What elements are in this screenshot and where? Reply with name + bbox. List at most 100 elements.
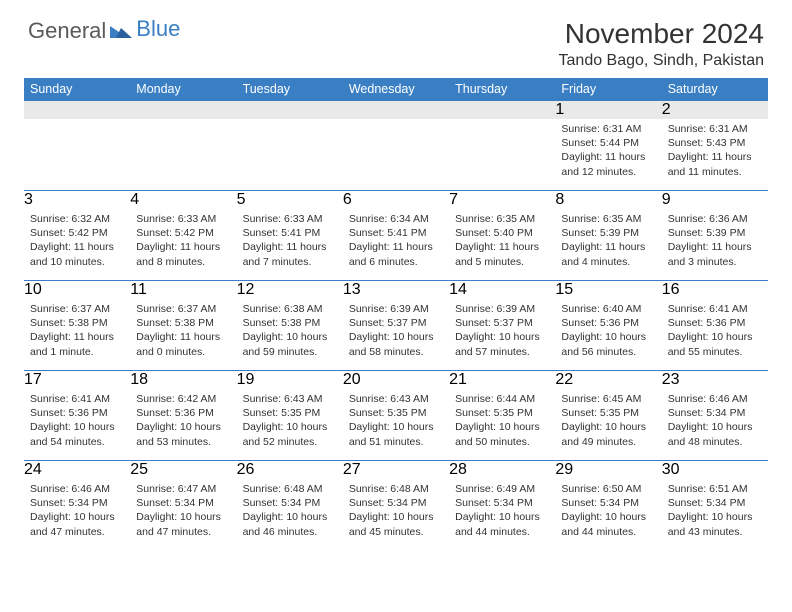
day-details: Sunrise: 6:40 AMSunset: 5:36 PMDaylight:… (555, 299, 661, 361)
weekday-header: Saturday (662, 78, 768, 101)
calendar-cell: 13Sunrise: 6:39 AMSunset: 5:37 PMDayligh… (343, 281, 449, 371)
day-details: Sunrise: 6:51 AMSunset: 5:34 PMDaylight:… (662, 479, 768, 541)
day-details: Sunrise: 6:42 AMSunset: 5:36 PMDaylight:… (130, 389, 236, 451)
day-number: 27 (343, 461, 449, 479)
calendar-cell (24, 101, 130, 191)
calendar-cell: 20Sunrise: 6:43 AMSunset: 5:35 PMDayligh… (343, 371, 449, 461)
calendar-cell: 12Sunrise: 6:38 AMSunset: 5:38 PMDayligh… (237, 281, 343, 371)
day-number: 11 (130, 281, 236, 299)
day-details: Sunrise: 6:35 AMSunset: 5:39 PMDaylight:… (555, 209, 661, 271)
weekday-header: Sunday (24, 78, 130, 101)
calendar-cell: 15Sunrise: 6:40 AMSunset: 5:36 PMDayligh… (555, 281, 661, 371)
calendar-cell: 4Sunrise: 6:33 AMSunset: 5:42 PMDaylight… (130, 191, 236, 281)
day-number-empty (237, 101, 343, 119)
calendar-cell: 14Sunrise: 6:39 AMSunset: 5:37 PMDayligh… (449, 281, 555, 371)
day-details: Sunrise: 6:46 AMSunset: 5:34 PMDaylight:… (662, 389, 768, 451)
day-details: Sunrise: 6:34 AMSunset: 5:41 PMDaylight:… (343, 209, 449, 271)
calendar-body: 1Sunrise: 6:31 AMSunset: 5:44 PMDaylight… (24, 101, 768, 551)
day-details: Sunrise: 6:31 AMSunset: 5:44 PMDaylight:… (555, 119, 661, 181)
weekday-header-row: Sunday Monday Tuesday Wednesday Thursday… (24, 78, 768, 101)
day-details: Sunrise: 6:33 AMSunset: 5:42 PMDaylight:… (130, 209, 236, 271)
day-number: 24 (24, 461, 130, 479)
day-details: Sunrise: 6:46 AMSunset: 5:34 PMDaylight:… (24, 479, 130, 541)
calendar-week-row: 10Sunrise: 6:37 AMSunset: 5:38 PMDayligh… (24, 281, 768, 371)
calendar-cell: 5Sunrise: 6:33 AMSunset: 5:41 PMDaylight… (237, 191, 343, 281)
day-details: Sunrise: 6:47 AMSunset: 5:34 PMDaylight:… (130, 479, 236, 541)
day-number: 29 (555, 461, 661, 479)
day-number-empty (130, 101, 236, 119)
location-text: Tando Bago, Sindh, Pakistan (559, 52, 764, 70)
logo-triangle-icon (110, 18, 132, 44)
weekday-header: Monday (130, 78, 236, 101)
calendar-cell: 7Sunrise: 6:35 AMSunset: 5:40 PMDaylight… (449, 191, 555, 281)
calendar-cell: 21Sunrise: 6:44 AMSunset: 5:35 PMDayligh… (449, 371, 555, 461)
day-details: Sunrise: 6:49 AMSunset: 5:34 PMDaylight:… (449, 479, 555, 541)
day-number: 9 (662, 191, 768, 209)
day-details: Sunrise: 6:44 AMSunset: 5:35 PMDaylight:… (449, 389, 555, 451)
day-details: Sunrise: 6:48 AMSunset: 5:34 PMDaylight:… (343, 479, 449, 541)
day-details: Sunrise: 6:43 AMSunset: 5:35 PMDaylight:… (343, 389, 449, 451)
day-details: Sunrise: 6:50 AMSunset: 5:34 PMDaylight:… (555, 479, 661, 541)
day-number: 8 (555, 191, 661, 209)
day-number: 15 (555, 281, 661, 299)
calendar-cell: 10Sunrise: 6:37 AMSunset: 5:38 PMDayligh… (24, 281, 130, 371)
month-title: November 2024 (559, 18, 764, 50)
calendar-cell: 1Sunrise: 6:31 AMSunset: 5:44 PMDaylight… (555, 101, 661, 191)
calendar-cell (343, 101, 449, 191)
calendar-cell: 29Sunrise: 6:50 AMSunset: 5:34 PMDayligh… (555, 461, 661, 551)
day-details: Sunrise: 6:39 AMSunset: 5:37 PMDaylight:… (449, 299, 555, 361)
calendar-cell: 19Sunrise: 6:43 AMSunset: 5:35 PMDayligh… (237, 371, 343, 461)
day-number: 30 (662, 461, 768, 479)
day-details: Sunrise: 6:38 AMSunset: 5:38 PMDaylight:… (237, 299, 343, 361)
day-details: Sunrise: 6:45 AMSunset: 5:35 PMDaylight:… (555, 389, 661, 451)
day-number: 10 (24, 281, 130, 299)
day-number: 12 (237, 281, 343, 299)
day-details: Sunrise: 6:36 AMSunset: 5:39 PMDaylight:… (662, 209, 768, 271)
day-details: Sunrise: 6:41 AMSunset: 5:36 PMDaylight:… (662, 299, 768, 361)
day-number: 5 (237, 191, 343, 209)
day-number: 2 (662, 101, 768, 119)
calendar-week-row: 3Sunrise: 6:32 AMSunset: 5:42 PMDaylight… (24, 191, 768, 281)
calendar-cell: 27Sunrise: 6:48 AMSunset: 5:34 PMDayligh… (343, 461, 449, 551)
day-number: 25 (130, 461, 236, 479)
calendar-cell: 23Sunrise: 6:46 AMSunset: 5:34 PMDayligh… (662, 371, 768, 461)
brand-logo: General Blue (28, 18, 180, 44)
day-number: 19 (237, 371, 343, 389)
day-number: 21 (449, 371, 555, 389)
day-number-empty (24, 101, 130, 119)
calendar-page: General Blue November 2024 Tando Bago, S… (0, 0, 792, 551)
day-details: Sunrise: 6:35 AMSunset: 5:40 PMDaylight:… (449, 209, 555, 271)
calendar-cell: 30Sunrise: 6:51 AMSunset: 5:34 PMDayligh… (662, 461, 768, 551)
day-details: Sunrise: 6:32 AMSunset: 5:42 PMDaylight:… (24, 209, 130, 271)
day-number: 1 (555, 101, 661, 119)
day-number: 20 (343, 371, 449, 389)
day-details: Sunrise: 6:43 AMSunset: 5:35 PMDaylight:… (237, 389, 343, 451)
weekday-header: Tuesday (237, 78, 343, 101)
calendar-cell: 16Sunrise: 6:41 AMSunset: 5:36 PMDayligh… (662, 281, 768, 371)
calendar-table: Sunday Monday Tuesday Wednesday Thursday… (24, 78, 768, 551)
calendar-cell: 17Sunrise: 6:41 AMSunset: 5:36 PMDayligh… (24, 371, 130, 461)
weekday-header: Friday (555, 78, 661, 101)
day-number: 26 (237, 461, 343, 479)
day-number: 13 (343, 281, 449, 299)
calendar-week-row: 1Sunrise: 6:31 AMSunset: 5:44 PMDaylight… (24, 101, 768, 191)
day-number: 22 (555, 371, 661, 389)
calendar-week-row: 24Sunrise: 6:46 AMSunset: 5:34 PMDayligh… (24, 461, 768, 551)
brand-part1: General (28, 18, 106, 44)
calendar-cell: 26Sunrise: 6:48 AMSunset: 5:34 PMDayligh… (237, 461, 343, 551)
header: General Blue November 2024 Tando Bago, S… (24, 18, 768, 70)
day-details: Sunrise: 6:37 AMSunset: 5:38 PMDaylight:… (24, 299, 130, 361)
title-block: November 2024 Tando Bago, Sindh, Pakista… (559, 18, 764, 70)
calendar-cell: 25Sunrise: 6:47 AMSunset: 5:34 PMDayligh… (130, 461, 236, 551)
day-number: 16 (662, 281, 768, 299)
calendar-cell (130, 101, 236, 191)
day-number: 6 (343, 191, 449, 209)
calendar-cell: 18Sunrise: 6:42 AMSunset: 5:36 PMDayligh… (130, 371, 236, 461)
day-number-empty (343, 101, 449, 119)
calendar-cell: 3Sunrise: 6:32 AMSunset: 5:42 PMDaylight… (24, 191, 130, 281)
day-number: 23 (662, 371, 768, 389)
calendar-cell: 2Sunrise: 6:31 AMSunset: 5:43 PMDaylight… (662, 101, 768, 191)
calendar-cell (449, 101, 555, 191)
day-details: Sunrise: 6:37 AMSunset: 5:38 PMDaylight:… (130, 299, 236, 361)
calendar-cell (237, 101, 343, 191)
